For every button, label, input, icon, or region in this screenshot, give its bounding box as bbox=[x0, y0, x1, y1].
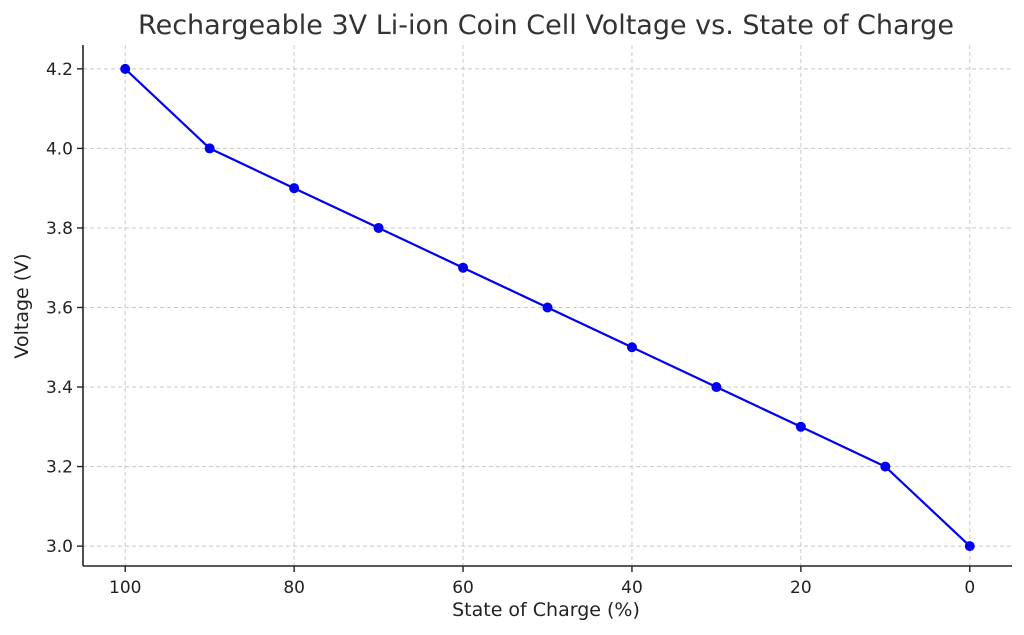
ticks: 100 80 60 40 20 0 3.0 3.2 3.4 3.6 3.8 4.0 4.2 bbox=[46, 60, 975, 598]
data-point bbox=[204, 143, 215, 154]
y-tick-label: 3.6 bbox=[46, 298, 73, 318]
data-point bbox=[626, 342, 637, 353]
x-tick-label: 0 bbox=[964, 578, 975, 598]
y-axis-label: Voltage (V) bbox=[11, 253, 33, 358]
data-point bbox=[120, 63, 131, 74]
data-point bbox=[964, 541, 975, 552]
y-tick-label: 4.0 bbox=[46, 139, 73, 159]
data-point bbox=[542, 302, 553, 313]
x-tick-label: 60 bbox=[452, 578, 474, 598]
series-layer bbox=[120, 63, 975, 552]
x-tick-label: 80 bbox=[283, 578, 305, 598]
data-point bbox=[289, 183, 300, 194]
x-tick-label: 40 bbox=[621, 578, 643, 598]
y-tick-label: 4.2 bbox=[46, 60, 73, 80]
chart-title: Rechargeable 3V Li-ion Coin Cell Voltage… bbox=[138, 10, 954, 41]
data-point bbox=[373, 222, 384, 233]
axes bbox=[82, 45, 1012, 567]
y-tick-label: 3.2 bbox=[46, 458, 73, 478]
x-axis-label: State of Charge (%) bbox=[452, 599, 640, 621]
y-tick-label: 3.8 bbox=[46, 219, 73, 239]
data-point bbox=[458, 262, 469, 273]
x-tick-label: 100 bbox=[109, 578, 141, 598]
y-tick-label: 3.4 bbox=[46, 378, 73, 398]
data-point bbox=[880, 461, 891, 472]
data-point bbox=[711, 382, 722, 393]
y-tick-label: 3.0 bbox=[46, 537, 73, 557]
data-point bbox=[795, 421, 806, 432]
x-tick-label: 20 bbox=[790, 578, 812, 598]
